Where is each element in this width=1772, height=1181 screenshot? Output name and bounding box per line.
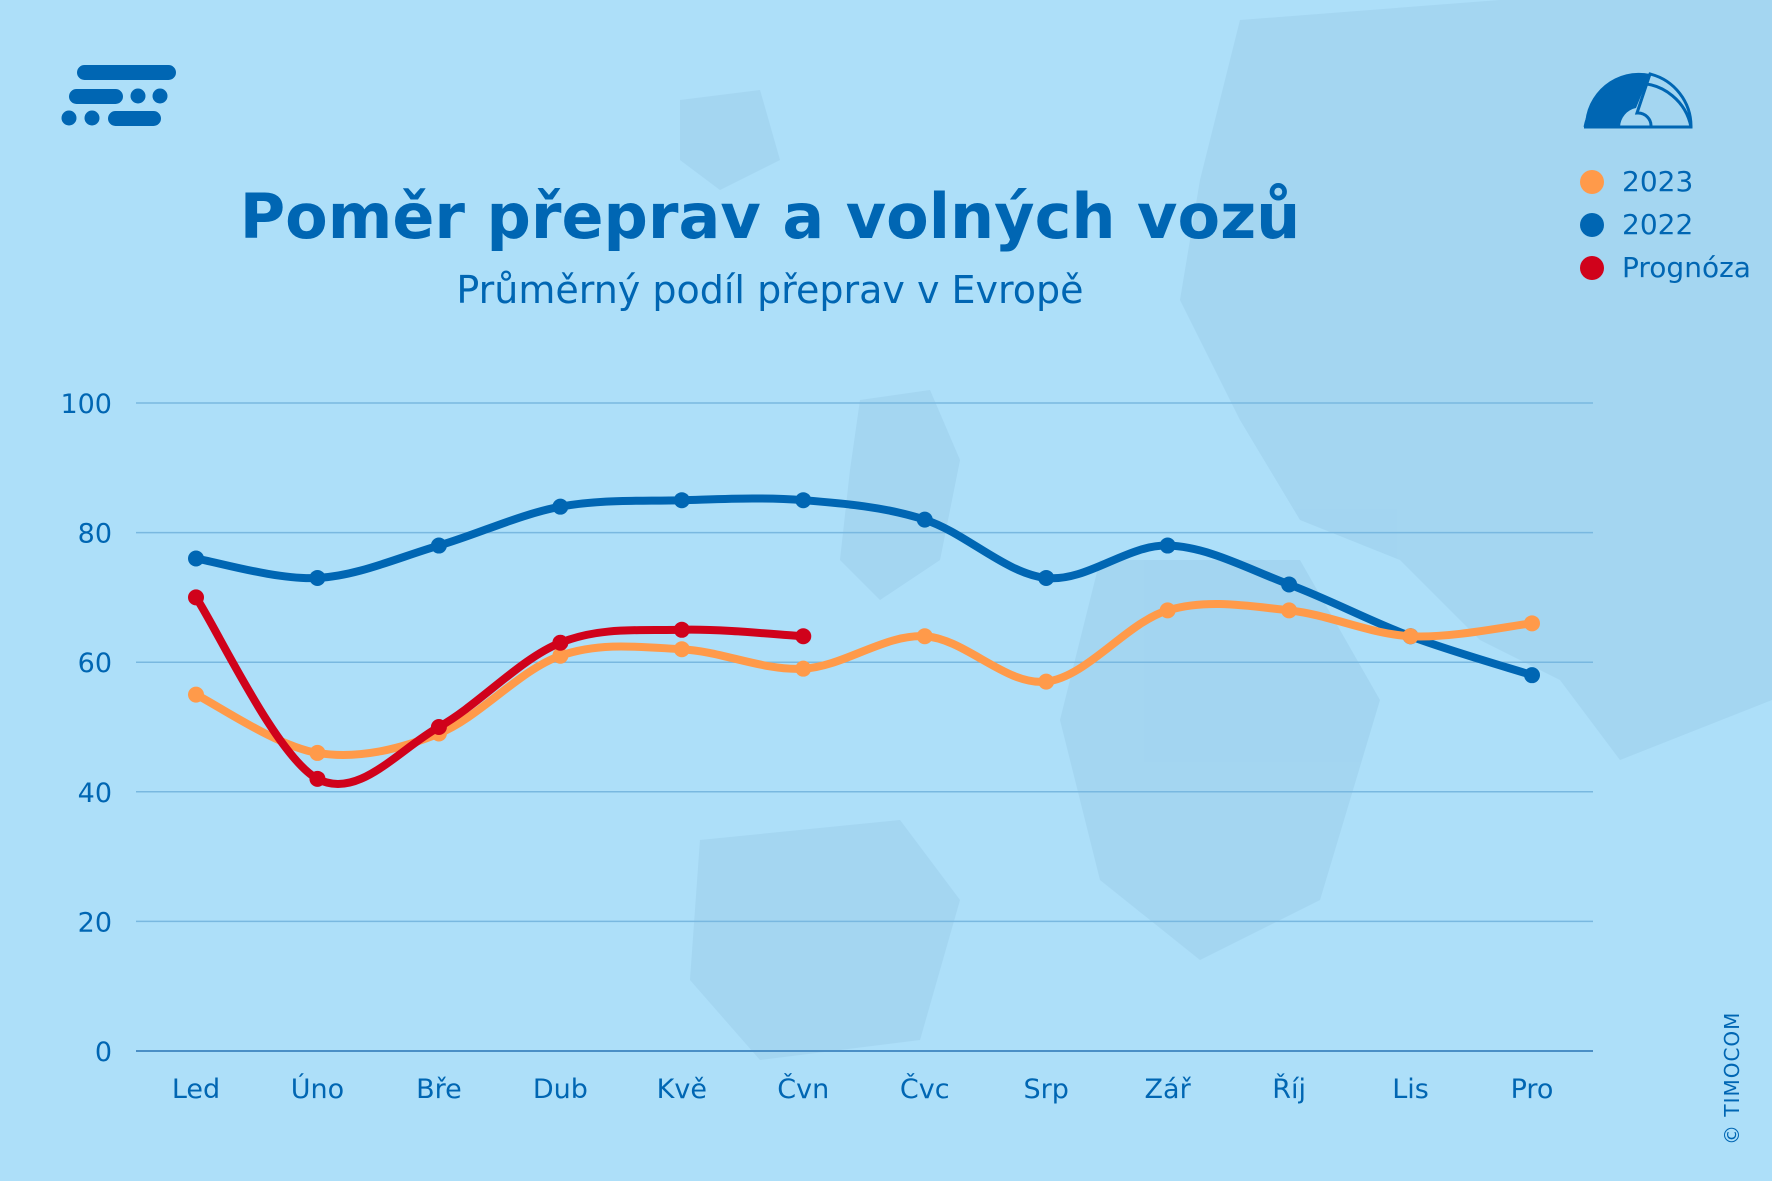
data-point [188, 589, 204, 606]
series-lines [188, 492, 1540, 789]
data-point [1524, 615, 1540, 632]
x-tick-label: Kvě [657, 1074, 707, 1105]
x-tick-label: Úno [291, 1073, 344, 1105]
data-point [673, 641, 690, 658]
x-tick-label: Srp [1023, 1074, 1068, 1105]
legend-item-prognoza: Prognóza [1580, 246, 1751, 289]
data-point [1038, 673, 1055, 690]
data-point [552, 498, 569, 515]
legend-dot-icon [1580, 255, 1604, 280]
data-point [795, 492, 812, 509]
data-point [309, 744, 326, 761]
data-point [552, 647, 569, 664]
map-background [680, 0, 1772, 1060]
x-tick-label: Čvc [900, 1073, 950, 1105]
data-point [916, 628, 933, 645]
y-tick-label: 20 [78, 907, 112, 938]
timocom-logo [61, 65, 176, 126]
copyright: © TIMOCOM [1720, 1011, 1744, 1145]
data-point [430, 537, 447, 554]
data-point [188, 686, 204, 703]
x-tick-label: Zář [1145, 1074, 1192, 1105]
y-tick-label: 80 [78, 519, 112, 550]
legend-label: 2022 [1622, 208, 1694, 241]
data-point [188, 550, 204, 567]
x-tick-label: Dub [533, 1074, 588, 1105]
data-point [673, 621, 690, 638]
data-point [1159, 602, 1176, 619]
series-line [192, 494, 1536, 680]
y-tick-label: 40 [78, 778, 112, 809]
x-tick-label: Led [172, 1074, 220, 1105]
x-tick-label: Bře [416, 1074, 462, 1105]
y-tick-label: 60 [78, 648, 112, 679]
y-tick-label: 100 [60, 389, 112, 420]
legend-dot-icon [1580, 169, 1604, 194]
legend: 2023 2022 Prognóza [1580, 160, 1751, 289]
y-tick-label: 0 [95, 1037, 112, 1068]
chart-title: Poměr přeprav a volných vozů [239, 180, 1301, 253]
data-point [795, 628, 812, 645]
gauge-icon [1583, 72, 1693, 129]
data-point [1524, 667, 1540, 684]
data-point [1281, 576, 1298, 593]
legend-label: Prognóza [1622, 251, 1751, 284]
legend-label: 2023 [1622, 165, 1694, 198]
legend-item-2022: 2022 [1580, 203, 1751, 246]
data-point [1159, 537, 1176, 554]
x-tick-label: Lis [1392, 1074, 1429, 1105]
data-point [1281, 602, 1298, 619]
data-point [795, 660, 812, 677]
series-Prognóza [188, 589, 812, 789]
x-tick-label: Říj [1272, 1073, 1306, 1105]
legend-item-2023: 2023 [1580, 160, 1751, 203]
chart-subtitle: Průměrný podíl přeprav v Evropě [456, 268, 1084, 312]
data-point [1402, 628, 1419, 645]
data-point [1038, 569, 1055, 586]
data-point [309, 569, 326, 586]
data-point [552, 634, 569, 651]
x-tick-label: Čvn [777, 1073, 829, 1105]
legend-dot-icon [1580, 212, 1604, 237]
data-point [309, 770, 326, 787]
data-point [673, 492, 690, 509]
grid: 0 20 40 60 80 100 Led Úno Bře Dub Kvě Čvn Čvc Srp Zář Ř… [60, 389, 1593, 1105]
data-point [916, 511, 933, 528]
x-tick-label: Pro [1511, 1074, 1554, 1105]
data-point [430, 719, 447, 735]
